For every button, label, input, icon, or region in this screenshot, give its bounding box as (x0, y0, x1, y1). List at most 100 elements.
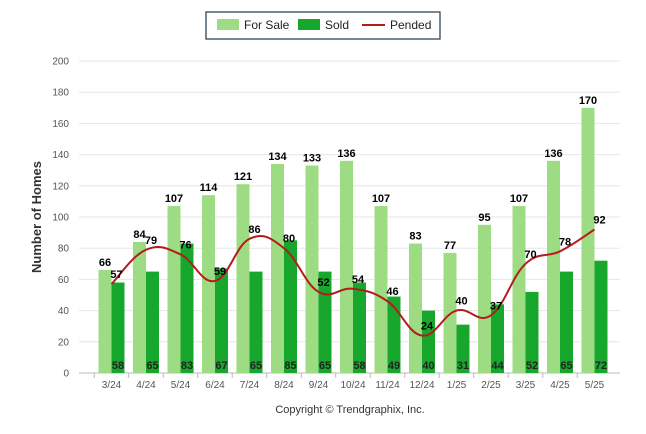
legend-label-pended: Pended (390, 18, 431, 32)
x-tick-label: 3/24 (102, 380, 122, 391)
bar-sold (111, 282, 125, 373)
data-label-pended: 80 (283, 233, 295, 245)
x-tick-label: 4/24 (136, 380, 156, 391)
bar-for-sale (98, 270, 112, 373)
y-tick-label: 120 (52, 181, 69, 192)
y-axis-ticks: 0 20 40 60 80 100 120 140 160 180 200 (52, 57, 69, 380)
pended-line-path (110, 228, 596, 337)
bar-sold (215, 268, 228, 373)
bar-for-sale (547, 160, 560, 373)
legend-swatch-sold (298, 19, 320, 30)
x-tick-label: 2/25 (481, 380, 501, 391)
data-label-sold: 58 (353, 360, 365, 372)
y-axis-title: Number of Homes (29, 161, 44, 273)
data-label-pended: 79 (145, 235, 157, 247)
bar-sold (180, 243, 194, 373)
x-tick-label: 7/24 (240, 380, 260, 391)
bar-sold (284, 240, 297, 373)
legend-swatch-for-sale (217, 19, 239, 30)
x-tick-label: 4/25 (550, 380, 570, 391)
data-label-pended: 46 (386, 286, 398, 298)
bar-sold (525, 291, 539, 373)
data-label-pended: 78 (559, 236, 571, 248)
data-label-for-sale: 77 (444, 240, 456, 252)
data-label-pended: 40 (455, 296, 467, 308)
bar-sold (387, 296, 401, 373)
bars (98, 107, 608, 374)
data-label-sold: 67 (215, 360, 227, 372)
legend-box (205, 11, 441, 40)
data-label-sold: 65 (250, 360, 262, 372)
x-tick-label: 5/24 (171, 380, 191, 391)
y-tick-label: 60 (58, 275, 70, 286)
bar-for-sale (167, 206, 181, 373)
bar-for-sale (374, 206, 388, 373)
x-tick-label: 12/24 (409, 380, 434, 391)
data-label-sold: 58 (112, 360, 124, 372)
data-label-pended: 92 (593, 214, 605, 226)
data-label-sold: 83 (181, 360, 193, 372)
y-tick-label: 180 (52, 88, 69, 99)
data-label-sold: 31 (457, 360, 469, 372)
bar-for-sale (443, 252, 457, 373)
x-tick-label: 8/24 (274, 380, 294, 391)
bar-for-sale (581, 107, 595, 374)
data-label-sold: 40 (422, 360, 434, 372)
x-tick-label: 11/24 (375, 380, 400, 391)
data-label-sold: 52 (526, 360, 538, 372)
bar-sold (353, 282, 366, 373)
bar-for-sale (478, 224, 491, 373)
data-label-for-sale: 107 (510, 193, 528, 205)
bar-for-sale (133, 241, 146, 373)
x-tick-label: 5/25 (585, 380, 605, 391)
data-labels: 66 58 84 65 107 83 114 67 121 65 134 85 133 65 136 58 10… (99, 95, 607, 372)
legend: For Sale Sold Pended (205, 11, 441, 40)
data-label-pended: 52 (317, 277, 329, 289)
data-label-for-sale: 121 (234, 171, 252, 183)
bar-sold (422, 310, 435, 373)
data-label-pended: 76 (179, 239, 191, 251)
data-label-sold: 44 (491, 360, 504, 372)
x-tick-label: 1/25 (447, 380, 467, 391)
y-tick-label: 200 (52, 57, 69, 68)
data-label-for-sale: 66 (99, 257, 111, 269)
bar-for-sale (305, 165, 319, 373)
bar-for-sale (409, 243, 422, 373)
y-tick-label: 0 (63, 369, 69, 380)
x-tick-label: 10/24 (340, 380, 365, 391)
x-tick-label: 3/25 (516, 380, 536, 391)
y-tick-label: 20 (58, 337, 70, 348)
y-tick-label: 160 (52, 119, 69, 130)
bar-sold (560, 271, 573, 373)
data-label-pended: 86 (248, 224, 260, 236)
bar-sold (491, 304, 504, 373)
y-tick-label: 80 (58, 244, 70, 255)
bar-for-sale (271, 163, 284, 373)
x-tick-label: 9/24 (309, 380, 329, 391)
data-label-for-sale: 114 (200, 182, 219, 194)
y-tick-label: 40 (58, 306, 70, 317)
bar-sold (318, 271, 332, 373)
data-label-pended: 59 (214, 266, 226, 278)
bar-sold (456, 324, 470, 373)
bar-sold (146, 271, 159, 373)
data-label-for-sale: 107 (165, 193, 183, 205)
data-label-pended: 70 (524, 249, 536, 261)
bar-sold (594, 260, 608, 373)
x-tick-label: 6/24 (205, 380, 225, 391)
copyright: Copyright © Trendgraphix, Inc. (275, 404, 424, 416)
pended-line (110, 228, 596, 337)
legend-label-for-sale: For Sale (244, 18, 290, 32)
data-label-sold: 72 (595, 360, 607, 372)
bar-sold (249, 271, 263, 373)
bar-for-sale (202, 195, 215, 373)
data-label-pended: 24 (421, 321, 434, 333)
data-label-for-sale: 83 (409, 231, 421, 243)
data-label-sold: 65 (146, 360, 158, 372)
data-label-for-sale: 84 (133, 229, 146, 241)
y-tick-label: 100 (52, 213, 69, 224)
data-label-pended: 57 (110, 269, 122, 281)
bar-for-sale (340, 160, 353, 373)
data-label-for-sale: 136 (544, 148, 562, 160)
